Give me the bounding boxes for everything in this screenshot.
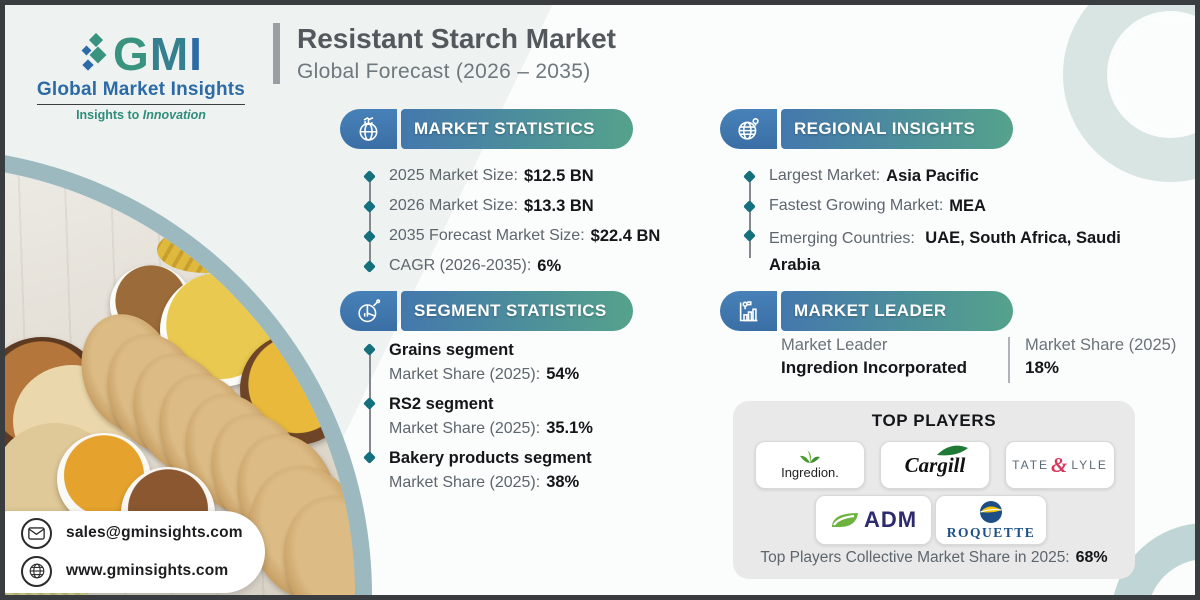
ampersand-glyph: & — [1051, 452, 1070, 477]
player-logo-text: TATE & LYLE — [1012, 452, 1108, 477]
bullet-icon — [363, 343, 376, 356]
brand-company-name: Global Market Insights — [36, 79, 246, 100]
pie-chart-icon — [340, 291, 397, 331]
player-card-roquette: ROQUETTE — [935, 495, 1047, 545]
list-item: CAGR (2026-2035): 6% — [363, 251, 665, 281]
bullet-icon — [743, 169, 756, 183]
globe-icon — [21, 555, 52, 587]
market-leader-block: Market Leader Ingredion Incorporated — [781, 336, 967, 378]
brand-monogram: GMI — [113, 28, 203, 80]
list-item: Emerging Countries: UAE, South Africa, S… — [743, 221, 1171, 281]
market-share-value: 18% — [1025, 358, 1060, 377]
page-subtitle: Global Forecast (2026 – 2035) — [297, 60, 591, 84]
pasta-image — [157, 227, 253, 273]
list-item: RS2 segment Market Share (2025): 35.1% — [363, 393, 665, 447]
player-card-adm: ADM — [815, 495, 932, 545]
top-players-title: TOP PLAYERS — [871, 411, 997, 430]
list-item: Grains segment Market Share (2025): 54% — [363, 339, 665, 393]
player-logo-text: ADM — [863, 507, 918, 532]
timeline-line — [748, 176, 751, 258]
title-block: Resistant Starch Market Global Forecast … — [273, 23, 617, 85]
market-share-label: Market Share (2025) — [1025, 336, 1177, 354]
contact-card: sales@gminsights.com www.gminsights.com — [5, 511, 265, 593]
envelope-icon — [21, 517, 52, 549]
market-share-block: Market Share (2025) 18% — [1025, 336, 1176, 378]
section-header-market-statistics: MARKET STATISTICS — [340, 109, 633, 149]
player-card-ingredion: Ingredion. — [755, 441, 865, 489]
bullet-icon — [363, 199, 376, 213]
gmi-diamonds-icon — [81, 33, 107, 71]
ingredion-leaf-icon — [800, 450, 820, 463]
bullet-icon — [363, 229, 376, 243]
section-header-market-leader: MARKET LEADER — [720, 291, 1013, 331]
bullet-icon — [743, 229, 756, 242]
section-title: REGIONAL INSIGHTS — [781, 109, 1013, 149]
vertical-divider — [1008, 337, 1010, 383]
timeline-line — [368, 176, 371, 266]
market-leader-name: Ingredion Incorporated — [781, 358, 968, 377]
player-logo-text: ROQUETTE — [946, 524, 1036, 540]
section-header-segment-statistics: SEGMENT STATISTICS — [340, 291, 633, 331]
list-item: Largest Market: Asia Pacific — [743, 161, 1171, 191]
top-players-footer: Top Players Collective Market Share in 2… — [760, 549, 1108, 566]
list-item: 2035 Forecast Market Size: $22.4 BN — [363, 221, 665, 251]
cargill-leaf-icon — [937, 445, 969, 455]
list-item: 2025 Market Size: $12.5 BN — [363, 161, 665, 191]
brand-divider — [37, 104, 245, 105]
brand-logo: GMI Global Market Insights Insights to I… — [31, 31, 251, 122]
list-item: 2026 Market Size: $13.3 BN — [363, 191, 665, 221]
bullet-icon — [363, 451, 376, 464]
market-leader-label: Market Leader — [781, 336, 888, 354]
bullet-icon — [363, 169, 376, 183]
globe-pin-icon — [720, 109, 777, 149]
section-title: MARKET LEADER — [781, 291, 1013, 331]
player-card-tate-lyle: TATE & LYLE — [1005, 441, 1115, 489]
bullet-icon — [743, 199, 756, 213]
contact-email[interactable]: sales@gminsights.com — [21, 517, 265, 549]
list-item: Fastest Growing Market: MEA — [743, 191, 1171, 221]
globe-bar-chart-icon — [340, 109, 397, 149]
section-title: MARKET STATISTICS — [401, 109, 633, 149]
section-title: SEGMENT STATISTICS — [401, 291, 633, 331]
adm-leaf-icon — [831, 513, 858, 527]
regional-insights-list: Largest Market: Asia Pacific Fastest Grow… — [743, 161, 1171, 281]
player-card-cargill: Cargill — [880, 441, 990, 489]
leader-podium-icon — [720, 291, 777, 331]
player-logo-text: Ingredion. — [781, 465, 839, 480]
section-header-regional-insights: REGIONAL INSIGHTS — [720, 109, 1013, 149]
page-title: Resistant Starch Market — [297, 23, 617, 54]
bullet-icon — [363, 259, 376, 273]
list-item: Bakery products segment Market Share (20… — [363, 447, 665, 501]
roquette-globe-icon — [980, 500, 1002, 523]
brand-tagline: Insights to Innovation — [76, 108, 206, 122]
contact-website[interactable]: www.gminsights.com — [21, 555, 265, 587]
market-statistics-list: 2025 Market Size: $12.5 BN 2026 Market Si… — [363, 161, 665, 281]
segment-statistics-list: Grains segment Market Share (2025): 54% R… — [363, 339, 665, 501]
bullet-icon — [363, 397, 376, 410]
top-players-panel: TOP PLAYERS Ingredion. Cargill TATE & LY… — [733, 401, 1135, 579]
player-logo-text: Cargill — [904, 452, 966, 477]
